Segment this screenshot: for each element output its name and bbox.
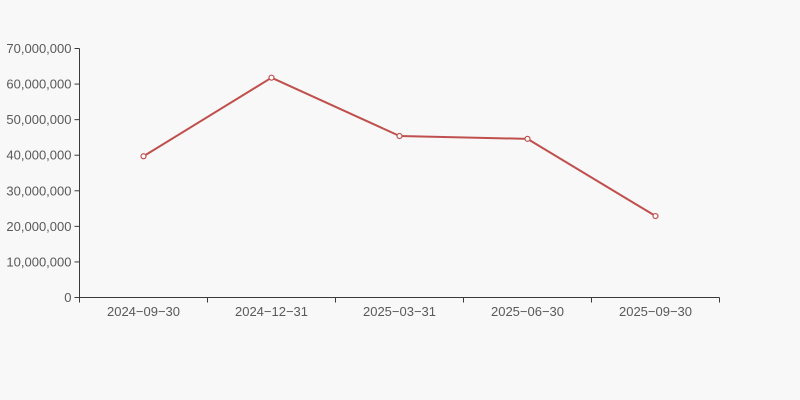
x-axis-tick-label: 2025−03−31 bbox=[363, 304, 436, 319]
y-axis-tick-label: 20,000,000 bbox=[6, 219, 71, 234]
x-axis-tick-label: 2025−06−30 bbox=[491, 304, 564, 319]
y-axis-tick-label: 30,000,000 bbox=[6, 183, 71, 198]
data-point-marker[interactable] bbox=[268, 74, 275, 81]
x-axis-tick-label: 2024−12−31 bbox=[235, 304, 308, 319]
y-axis-tick-label: 0 bbox=[64, 290, 71, 305]
data-point-marker[interactable] bbox=[524, 135, 531, 142]
x-axis-tick-label: 2025−09−30 bbox=[619, 304, 692, 319]
y-axis-tick-label: 60,000,000 bbox=[6, 77, 71, 92]
y-axis-tick-label: 70,000,000 bbox=[6, 41, 71, 56]
y-axis-tick-label: 40,000,000 bbox=[6, 148, 71, 163]
y-axis-tick-label: 10,000,000 bbox=[6, 254, 71, 269]
x-axis-tick-label: 2024−09−30 bbox=[107, 304, 180, 319]
data-point-marker[interactable] bbox=[652, 212, 659, 220]
data-point-marker[interactable] bbox=[140, 153, 147, 160]
y-axis-tick-label: 50,000,000 bbox=[6, 112, 71, 127]
data-point-marker[interactable] bbox=[396, 132, 403, 140]
